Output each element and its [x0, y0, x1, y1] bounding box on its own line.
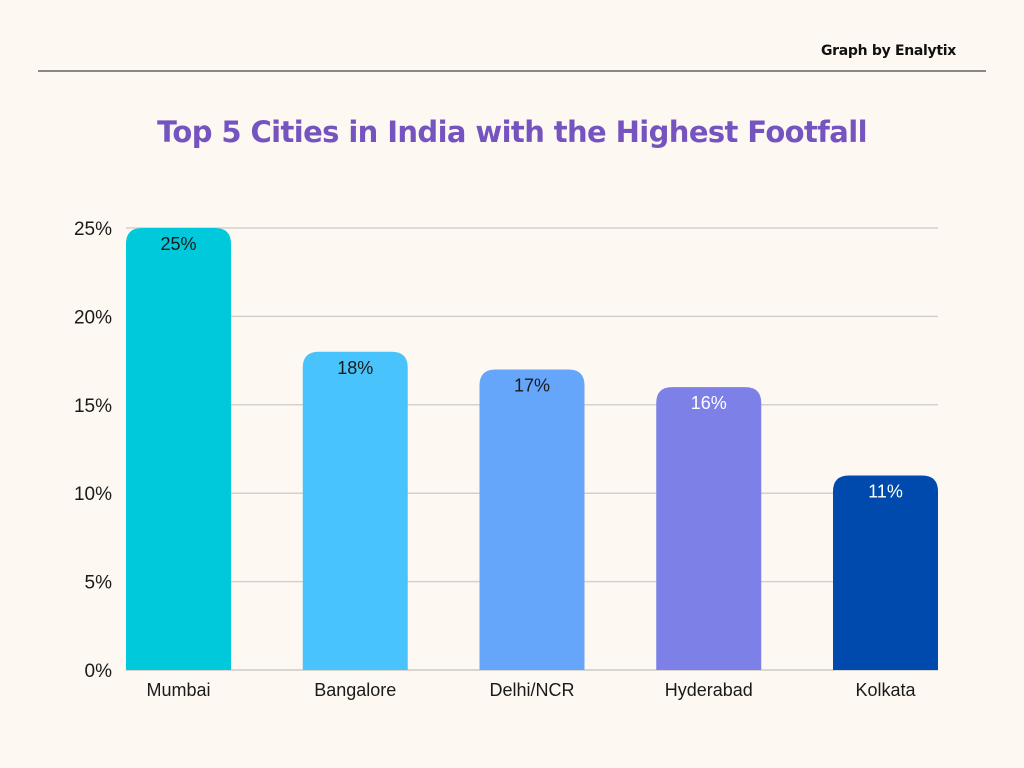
x-category-label: Bangalore — [314, 680, 396, 700]
value-labels: 25% 18% 17% 16% 11% — [160, 234, 902, 502]
y-tick-label: 10% — [74, 484, 112, 505]
bar-bangalore — [302, 351, 408, 670]
bar-kolkata — [833, 475, 938, 670]
bar-mumbai — [126, 228, 231, 670]
y-tick-label: 20% — [74, 307, 112, 328]
x-category-label: Kolkata — [855, 680, 916, 700]
bar-delhi-ncr — [479, 369, 585, 670]
y-tick-label: 15% — [74, 396, 112, 417]
bars — [126, 228, 938, 670]
value-label: 18% — [337, 358, 373, 378]
x-category-label: Delhi/NCR — [489, 680, 574, 700]
header-divider — [38, 70, 986, 72]
y-axis-ticks: 0% 5% 10% 15% 20% 25% — [74, 219, 112, 682]
bar-hyderabad — [656, 387, 762, 670]
chart-title: Top 5 Cities in India with the Highest F… — [157, 115, 867, 149]
y-tick-label: 25% — [74, 219, 112, 240]
value-label: 25% — [160, 234, 196, 254]
x-axis-labels: Mumbai Bangalore Delhi/NCR Hyderabad Kolkata — [146, 680, 916, 700]
y-tick-label: 0% — [85, 661, 113, 682]
value-label: 17% — [514, 375, 550, 395]
x-category-label: Hyderabad — [665, 680, 753, 700]
value-label: 16% — [691, 393, 727, 413]
chart-credit: Graph by Enalytix — [820, 43, 956, 59]
y-tick-label: 5% — [85, 573, 113, 594]
value-label: 11% — [868, 482, 903, 502]
x-category-label: Mumbai — [146, 680, 210, 700]
